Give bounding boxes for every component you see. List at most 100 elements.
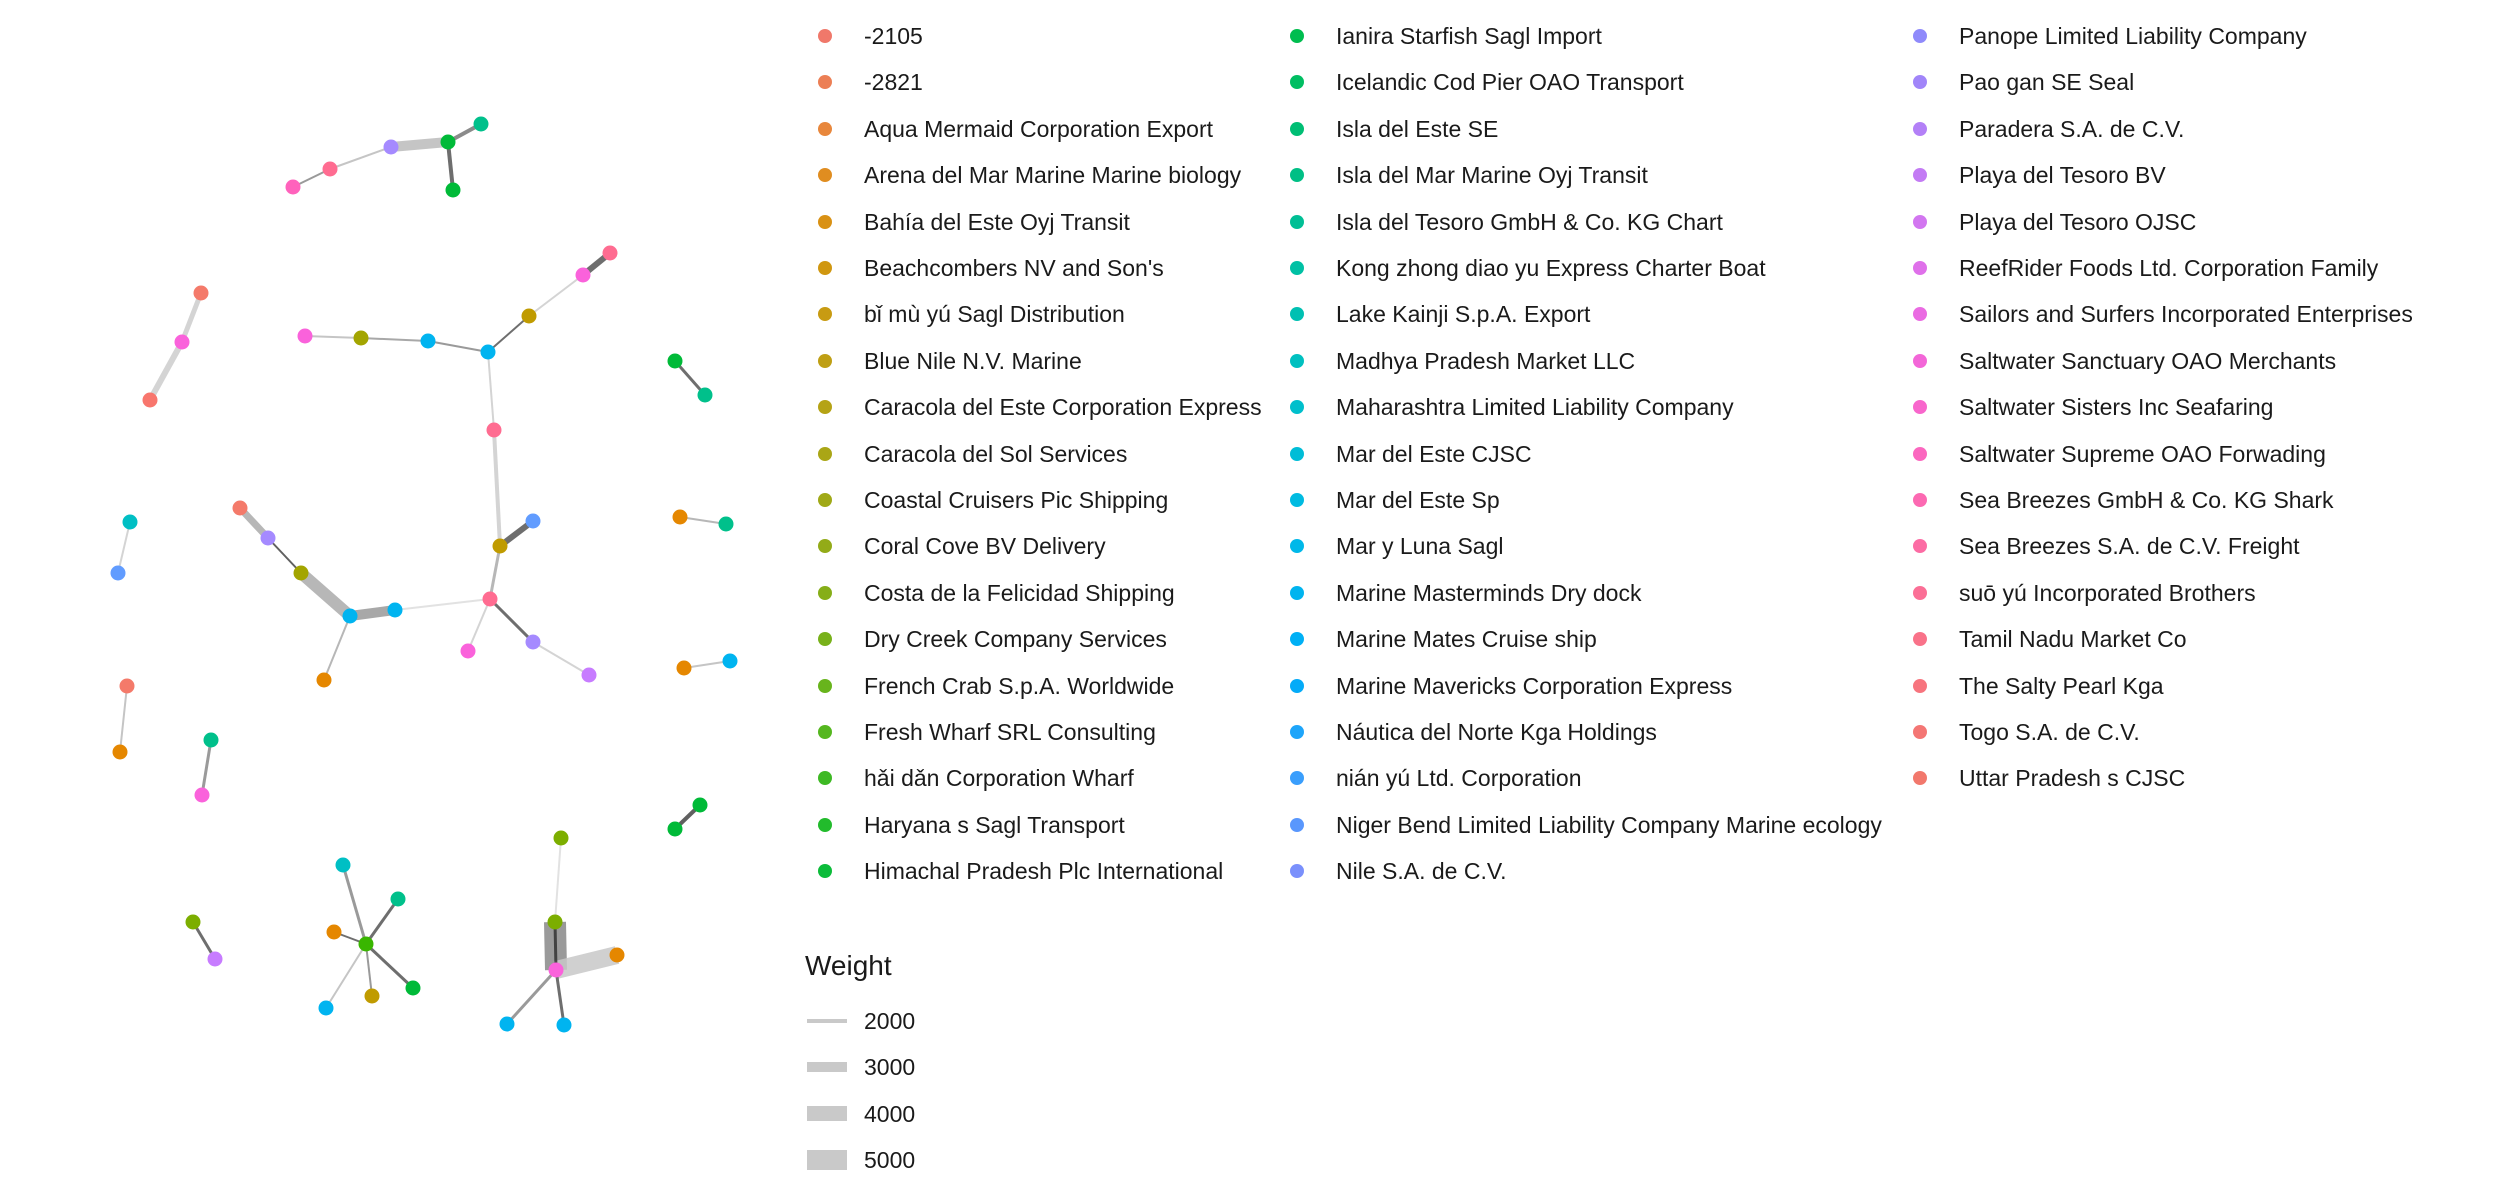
legend-color-dot bbox=[818, 864, 832, 879]
graph-edge bbox=[488, 545, 502, 600]
graph-node bbox=[445, 182, 461, 198]
weight-legend-item: 5000 bbox=[805, 1140, 1105, 1186]
legend-label: Mar del Este CJSC bbox=[1336, 440, 1532, 467]
legend-color-dot bbox=[1290, 771, 1304, 786]
graph-edge bbox=[304, 335, 362, 339]
legend-label: Icelandic Cod Pier OAO Transport bbox=[1336, 69, 1684, 96]
legend-color-dot bbox=[1290, 307, 1304, 322]
graph-node bbox=[260, 530, 276, 546]
legend-color-dot bbox=[1290, 493, 1304, 507]
legend-label: Himachal Pradesh Plc International bbox=[864, 858, 1224, 885]
graph-node bbox=[405, 980, 421, 996]
legend-label: Isla del Mar Marine Oyj Transit bbox=[1336, 162, 1648, 189]
legend-color-dot bbox=[818, 121, 832, 136]
legend-label: Aqua Mermaid Corporation Export bbox=[864, 115, 1213, 142]
legend-color-dot bbox=[1913, 214, 1927, 229]
legend-label: Paradera S.A. de C.V. bbox=[1959, 115, 2185, 142]
legend-label: bǐ mù yú Sagl Distribution bbox=[864, 301, 1125, 328]
legend-label: Playa del Tesoro OJSC bbox=[1959, 208, 2197, 235]
legend-color-dot bbox=[818, 678, 832, 693]
legend-color-dot bbox=[1913, 353, 1927, 368]
legend-label: Caracola del Este Corporation Express bbox=[864, 394, 1262, 421]
graph-edge bbox=[492, 429, 502, 547]
graph-edge bbox=[683, 660, 731, 669]
legend-label: Caracola del Sol Services bbox=[864, 440, 1128, 467]
legend-label: Blue Nile N.V. Marine bbox=[864, 347, 1082, 374]
graph-node bbox=[293, 565, 309, 581]
legend-label: Mar y Luna Sagl bbox=[1336, 533, 1504, 560]
graph-node bbox=[547, 914, 563, 930]
legend-color-dot bbox=[1290, 585, 1304, 600]
graph-node bbox=[553, 830, 569, 846]
weight-label: 5000 bbox=[864, 1147, 916, 1174]
legend-color-dot bbox=[1290, 817, 1304, 832]
legend-label: Mar del Este Sp bbox=[1336, 487, 1500, 513]
graph-edge bbox=[360, 337, 429, 342]
weight-line-sample bbox=[807, 1106, 847, 1122]
graph-node bbox=[460, 643, 476, 659]
legend-label: Tamil Nadu Market Co bbox=[1959, 626, 2187, 653]
legend-label: Madhya Pradesh Market LLC bbox=[1336, 347, 1636, 374]
legend-label: nián yú Ltd. Corporation bbox=[1336, 765, 1582, 792]
legend-color-dot bbox=[1290, 261, 1304, 275]
graph-node bbox=[486, 422, 502, 438]
graph-node bbox=[174, 334, 190, 350]
weight-legend-item: 2000 bbox=[805, 1001, 1105, 1047]
weight-legend-item: 4000 bbox=[805, 1094, 1105, 1140]
graph-node bbox=[326, 924, 342, 940]
legend-color-dot bbox=[1290, 632, 1304, 647]
legend-color-dot bbox=[818, 446, 832, 461]
legend-color-dot bbox=[818, 493, 832, 507]
legend-color-dot bbox=[1913, 29, 1927, 43]
legend-label: Bahía del Este Oyj Transit bbox=[864, 208, 1130, 235]
legend-label: Costa de la Felicidad Shipping bbox=[864, 579, 1175, 606]
legend-color-dot bbox=[1290, 539, 1304, 554]
legend-label: The Salty Pearl Kga bbox=[1959, 672, 2164, 699]
weight-label: 2000 bbox=[864, 1008, 916, 1034]
legend-color-dot bbox=[1290, 75, 1304, 90]
legend-color-dot bbox=[1290, 400, 1304, 415]
legend-label: Marine Mavericks Corporation Express bbox=[1336, 672, 1733, 699]
legend-color-dot bbox=[1290, 29, 1304, 43]
legend-color-dot bbox=[818, 632, 832, 647]
graph-node bbox=[697, 387, 713, 403]
legend-label: Panope Limited Liability Company bbox=[1959, 23, 2307, 49]
legend-label: Sea Breezes GmbH & Co. KG Shark bbox=[1959, 487, 2334, 513]
graph-node bbox=[358, 936, 374, 952]
legend-color-dot bbox=[818, 539, 832, 554]
graph-edge bbox=[467, 598, 491, 652]
weight-label: 4000 bbox=[864, 1100, 916, 1127]
graph-node bbox=[480, 344, 496, 360]
weight-label: 3000 bbox=[864, 1054, 916, 1081]
graph-edge bbox=[119, 685, 128, 753]
legend-label: Togo S.A. de C.V. bbox=[1959, 719, 2140, 745]
legend-label: Saltwater Sanctuary OAO Merchants bbox=[1959, 347, 2337, 374]
legend-color-dot bbox=[1913, 632, 1927, 647]
graph-edge bbox=[446, 141, 455, 191]
graph-node bbox=[119, 678, 135, 694]
weight-legend-item: 3000 bbox=[805, 1047, 1105, 1093]
graph-node bbox=[521, 308, 537, 324]
graph-node bbox=[122, 514, 138, 530]
legend-color-dot bbox=[818, 214, 832, 229]
graph-edge bbox=[200, 739, 213, 796]
legend-label: Ianira Starfish Sagl Import bbox=[1336, 23, 1602, 49]
legend-label: Niger Bend Limited Liability Company Mar… bbox=[1336, 811, 1882, 838]
legend-label: Nile S.A. de C.V. bbox=[1336, 858, 1507, 885]
graph-node bbox=[609, 947, 625, 963]
graph-edge bbox=[297, 568, 354, 621]
legend-color-dot bbox=[818, 168, 832, 183]
graph-node bbox=[556, 1017, 572, 1033]
legend-label: Coral Cove BV Delivery bbox=[864, 533, 1106, 560]
graph-edge bbox=[532, 641, 590, 676]
graph-edge bbox=[528, 274, 584, 317]
legend-label: Beachcombers NV and Son's bbox=[864, 255, 1164, 281]
legend-color-dot bbox=[818, 725, 832, 739]
network-graph bbox=[110, 116, 738, 1033]
legend-label: Dry Creek Company Services bbox=[864, 626, 1167, 653]
legend-label: Isla del Tesoro GmbH & Co. KG Chart bbox=[1336, 208, 1723, 235]
legend-color-dot bbox=[1290, 678, 1304, 693]
legend-label: ReefRider Foods Ltd. Corporation Family bbox=[1959, 255, 2379, 281]
graph-node bbox=[193, 285, 209, 301]
graph-edge bbox=[553, 921, 558, 971]
